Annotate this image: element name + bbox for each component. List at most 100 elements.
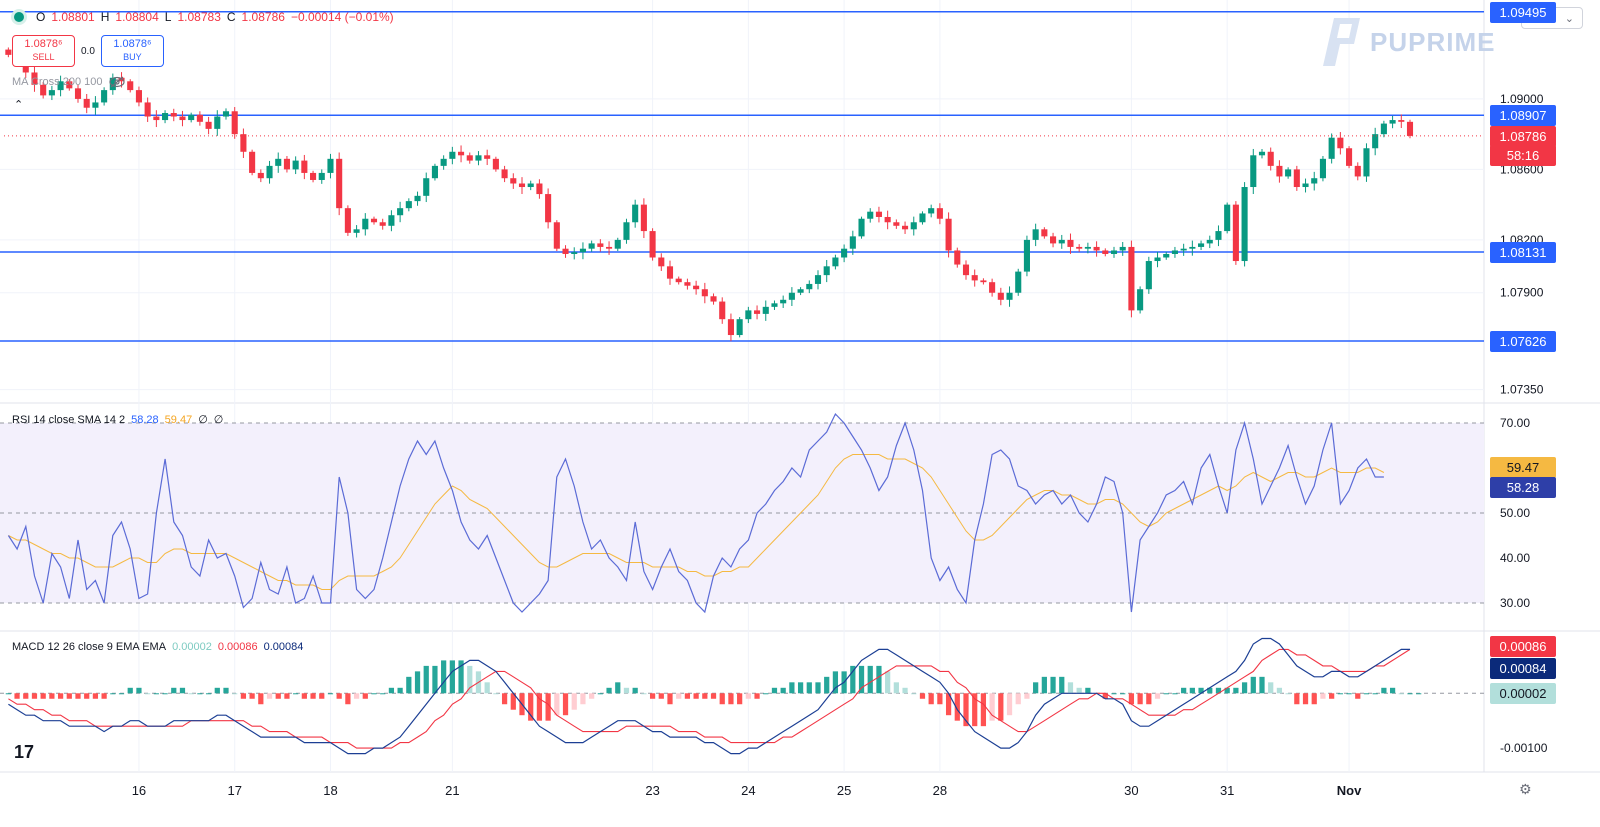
time-tick-label: 25 (837, 783, 851, 798)
eye-icon[interactable] (108, 76, 125, 88)
candle-body (135, 90, 142, 103)
buy-button[interactable]: 1.0878⁶ BUY (100, 35, 164, 67)
macd-histogram-bar (1302, 693, 1309, 705)
candle-body (162, 113, 169, 121)
macd-histogram-bar (850, 665, 856, 694)
candle-body (240, 134, 247, 152)
macd-histogram-bar (136, 687, 142, 694)
macd-histogram-bar (197, 693, 203, 695)
trade-buttons: 1.0878⁶ SELL 0.0 1.0878⁶ BUY (12, 35, 164, 67)
candle-body (48, 90, 55, 96)
candle-body (666, 266, 674, 279)
candle-body (919, 213, 926, 223)
level-price-label: 1.08131 (1490, 242, 1556, 264)
macd-histogram-bar (1033, 682, 1039, 694)
macd-histogram-bar (1006, 693, 1013, 716)
macd-histogram-bar (467, 665, 473, 694)
macd-histogram-bar (345, 693, 351, 705)
brand-mark-icon (1323, 18, 1360, 66)
macd-histogram-bar (1067, 682, 1074, 694)
change-value: −0.00014 (−0.01%) (290, 10, 394, 24)
brand-logo: PUPRIME (1320, 16, 1495, 68)
macd-histogram-bar (1346, 693, 1352, 695)
macd-histogram-bar (458, 660, 464, 694)
macd-histogram-bar (101, 693, 107, 699)
candle-body (832, 257, 839, 267)
sell-button[interactable]: 1.0878⁶ SELL (12, 35, 75, 67)
candle-body (875, 211, 882, 217)
macd-histogram-bar (432, 665, 438, 694)
price-tick-label: 1.07350 (1500, 383, 1544, 397)
candle-body (153, 116, 160, 121)
macd-histogram-bar (1250, 676, 1256, 694)
candle-body (858, 218, 865, 237)
candle-body (188, 114, 195, 121)
candle-body (684, 282, 691, 286)
time-tick-label: 28 (933, 783, 947, 798)
market-status-icon (14, 12, 24, 22)
macd-histogram-bar (1163, 693, 1169, 695)
macd-histogram-bar (423, 665, 429, 694)
rsi-tick-label: 70.00 (1500, 416, 1530, 430)
macd-legend[interactable]: MACD 12 26 close 9 EMA EMA 0.00002 0.000… (12, 641, 303, 653)
rsi-extra-2: ∅ (213, 414, 224, 426)
gear-icon[interactable]: ⚙ (1519, 781, 1532, 797)
candle-body (649, 231, 656, 258)
candle-body (388, 215, 395, 226)
macd-histogram-bar (293, 693, 299, 695)
buy-label: BUY (123, 52, 142, 62)
macd-histogram-bar (867, 665, 873, 694)
candle-body (1189, 246, 1196, 249)
candle-body (545, 194, 552, 223)
candle-body (1224, 204, 1231, 232)
candle-body (736, 319, 743, 336)
ma-cross-label: MA Cross 200 100 (12, 76, 103, 88)
macd-histogram-bar (1146, 693, 1152, 705)
candle-body (997, 292, 1004, 300)
macd-histogram-bar (1259, 676, 1265, 694)
candle-body (1093, 246, 1100, 251)
horizontal-levels[interactable] (0, 10, 1484, 342)
candle-body (83, 98, 90, 108)
ma-cross-legend[interactable]: MA Cross 200 100 (12, 76, 125, 88)
macd-histogram-bar (763, 693, 769, 695)
macd-histogram-bar (972, 693, 978, 727)
macd-histogram-bar (84, 693, 90, 699)
rsi-line (7, 412, 1384, 614)
macd-histogram-bar (275, 693, 281, 699)
level-price-label: 1.08907 (1490, 105, 1556, 127)
macd-histogram-bar (14, 693, 20, 699)
countdown-label: 58:16 (1490, 144, 1556, 166)
candle-body (518, 183, 526, 188)
candle-body (1406, 121, 1414, 136)
candle-body (1380, 123, 1387, 135)
macd-histogram-bar (49, 693, 55, 699)
candle-body (814, 275, 822, 284)
macd-histogram-bar (501, 693, 508, 705)
macd-histogram-bar (266, 693, 273, 699)
chevron-down-icon: ⌄ (1564, 12, 1574, 25)
macd-histogram-bar (353, 693, 360, 699)
macd-histogram-bar (1120, 693, 1126, 695)
macd-histogram-bar (824, 676, 830, 694)
candle-body (980, 280, 987, 283)
collapse-legend-icon[interactable]: ⌃ (14, 99, 24, 111)
candlesticks (4, 47, 1484, 342)
candle-body (1015, 271, 1022, 293)
candle-body (1067, 239, 1074, 247)
macd-histogram-bar (606, 687, 612, 694)
macd-histogram-bar (327, 693, 334, 695)
macd-histogram-bar (876, 665, 882, 694)
macd-histogram-bar (667, 693, 673, 705)
macd-histogram-bar (1241, 682, 1248, 694)
rsi-legend[interactable]: RSI 14 close SMA 14 2 58.28 59.47 ∅ ∅ (12, 413, 224, 427)
candle-body (771, 303, 778, 307)
candle-body (40, 84, 47, 96)
macd-histogram-bar (57, 693, 64, 699)
candle-body (1389, 120, 1396, 124)
candle-body (144, 102, 151, 117)
candle-body (754, 310, 761, 314)
macd-histogram-bar (1215, 687, 1222, 694)
level-price-label: 1.07626 (1490, 331, 1556, 353)
